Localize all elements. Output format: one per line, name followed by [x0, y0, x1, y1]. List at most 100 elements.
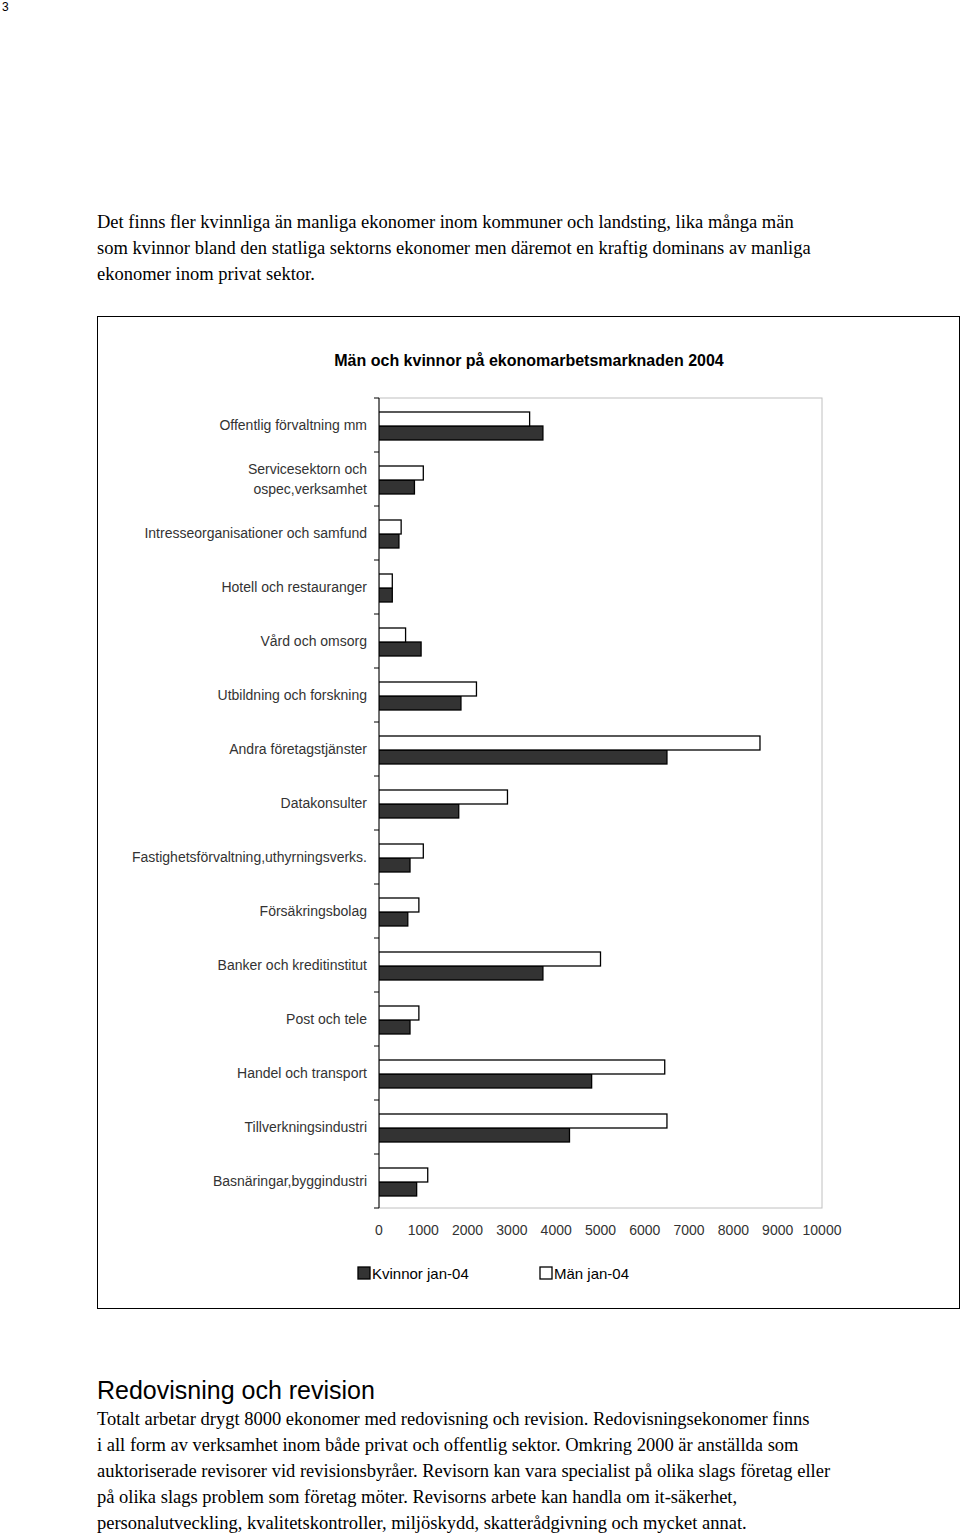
bar — [379, 858, 410, 872]
category-label-line: Andra företagstjänster — [229, 741, 367, 757]
category-label: Offentlig förvaltning mm — [219, 417, 367, 433]
x-tick-label: 8000 — [718, 1222, 749, 1238]
x-tick-label: 7000 — [674, 1222, 705, 1238]
category-label: Andra företagstjänster — [229, 741, 367, 757]
section-line-text: personalutveckling, kvalitetskontroller,… — [97, 1510, 747, 1536]
chart: Män och kvinnor på ekonomarbetsmarknaden… — [0, 0, 960, 1537]
x-tick-label: 5000 — [585, 1222, 616, 1238]
intro-line-text: Det finns fler kvinnliga än manliga ekon… — [97, 209, 794, 235]
category-label-line: Post och tele — [286, 1011, 367, 1027]
category-divider-tick — [374, 1046, 379, 1047]
category-divider-tick — [374, 1208, 379, 1209]
category-label: Vård och omsorg — [260, 633, 367, 649]
section-line-text: auktoriserade revisorer vid revisionsbyr… — [97, 1458, 830, 1484]
x-tick-label: 9000 — [762, 1222, 793, 1238]
section-line: personalutveckling, kvalitetskontroller,… — [97, 1510, 958, 1536]
category-divider-tick — [374, 1154, 379, 1155]
bar — [379, 898, 419, 912]
bar — [379, 750, 667, 764]
bar — [379, 1020, 410, 1034]
bar — [379, 574, 392, 588]
bar — [379, 682, 476, 696]
bar — [379, 520, 401, 534]
category-label: Tillverkningsindustri — [245, 1119, 367, 1135]
section-line-text: i all form av verksamhet inom både priva… — [97, 1432, 798, 1458]
category-label-line: ospec,verksamhet — [253, 481, 367, 497]
category-divider-tick — [374, 1100, 379, 1101]
bar — [379, 952, 601, 966]
category-label-line: Försäkringsbolag — [260, 903, 367, 919]
bar — [379, 480, 414, 494]
bar — [379, 1168, 428, 1182]
category-label: Handel och transport — [237, 1065, 367, 1081]
bar — [379, 588, 392, 602]
page-number: 3 — [2, 0, 9, 14]
category-label-line: Intresseorganisationer och samfund — [144, 525, 367, 541]
bar — [379, 844, 423, 858]
intro-line-text: som kvinnor bland den statliga sektorns … — [97, 235, 811, 261]
legend-swatch — [358, 1267, 370, 1279]
bars — [379, 412, 760, 1196]
section-heading: Redovisning och revision — [97, 1375, 375, 1405]
category-divider-tick — [374, 560, 379, 561]
category-label: Fastighetsförvaltning,uthyrningsverks. — [132, 849, 367, 865]
bar — [379, 1006, 419, 1020]
x-tick-label: 0 — [375, 1222, 383, 1238]
category-label: Datakonsulter — [281, 795, 368, 811]
legend-label: Män jan-04 — [554, 1265, 629, 1282]
x-tick-label: 6000 — [629, 1222, 660, 1238]
category-label-line: Hotell och restauranger — [221, 579, 367, 595]
chart-title: Män och kvinnor på ekonomarbetsmarknaden… — [334, 352, 724, 369]
category-label: Basnäringar,byggindustri — [213, 1173, 367, 1189]
bar — [379, 466, 423, 480]
bar — [379, 1182, 417, 1196]
intro-line: Det finns fler kvinnliga än manliga ekon… — [97, 209, 958, 235]
category-label: Utbildning och forskning — [218, 687, 367, 703]
section-line-text: på olika slags problem som företag möter… — [97, 1484, 737, 1510]
bar — [379, 696, 461, 710]
category-label: Banker och kreditinstitut — [218, 957, 368, 973]
category-divider-tick — [374, 722, 379, 723]
category-divider-tick — [374, 776, 379, 777]
category-label-line: Vård och omsorg — [260, 633, 367, 649]
section-line-text: Totalt arbetar drygt 8000 ekonomer med r… — [97, 1406, 809, 1432]
bar — [379, 966, 543, 980]
bar — [379, 736, 760, 750]
category-label: Intresseorganisationer och samfund — [144, 525, 367, 541]
x-tick-label: 1000 — [408, 1222, 439, 1238]
bar — [379, 628, 406, 642]
category-label-line: Servicesektorn och — [248, 461, 367, 477]
bar — [379, 426, 543, 440]
category-divider-tick — [374, 506, 379, 507]
bar — [379, 790, 507, 804]
category-label: Hotell och restauranger — [221, 579, 367, 595]
category-divider-tick — [374, 614, 379, 615]
bar — [379, 804, 459, 818]
category-divider-tick — [374, 668, 379, 669]
category-label-line: Basnäringar,byggindustri — [213, 1173, 367, 1189]
category-divider-tick — [374, 398, 379, 399]
section-line: i all form av verksamhet inom både priva… — [97, 1432, 958, 1458]
x-tick-label: 10000 — [803, 1222, 842, 1238]
intro-line: som kvinnor bland den statliga sektorns … — [97, 235, 958, 261]
bar — [379, 534, 399, 548]
category-label: Post och tele — [286, 1011, 367, 1027]
bar — [379, 1074, 592, 1088]
category-divider-tick — [374, 830, 379, 831]
chart-frame — [97, 316, 960, 1309]
section-line: auktoriserade revisorer vid revisionsbyr… — [97, 1458, 958, 1484]
category-label: Försäkringsbolag — [260, 903, 367, 919]
category-label-line: Handel och transport — [237, 1065, 367, 1081]
intro-line: ekonomer inom privat sektor. — [97, 261, 958, 287]
category-divider-tick — [374, 452, 379, 453]
category-divider-tick — [374, 938, 379, 939]
intro-line-text: ekonomer inom privat sektor. — [97, 261, 315, 287]
bar — [379, 412, 530, 426]
category-divider-tick — [374, 992, 379, 993]
section-line: på olika slags problem som företag möter… — [97, 1484, 958, 1510]
category-label-line: Offentlig förvaltning mm — [219, 417, 367, 433]
bar — [379, 1114, 667, 1128]
category-label-line: Fastighetsförvaltning,uthyrningsverks. — [132, 849, 367, 865]
category-label-line: Tillverkningsindustri — [245, 1119, 367, 1135]
section-line: Totalt arbetar drygt 8000 ekonomer med r… — [97, 1406, 958, 1432]
